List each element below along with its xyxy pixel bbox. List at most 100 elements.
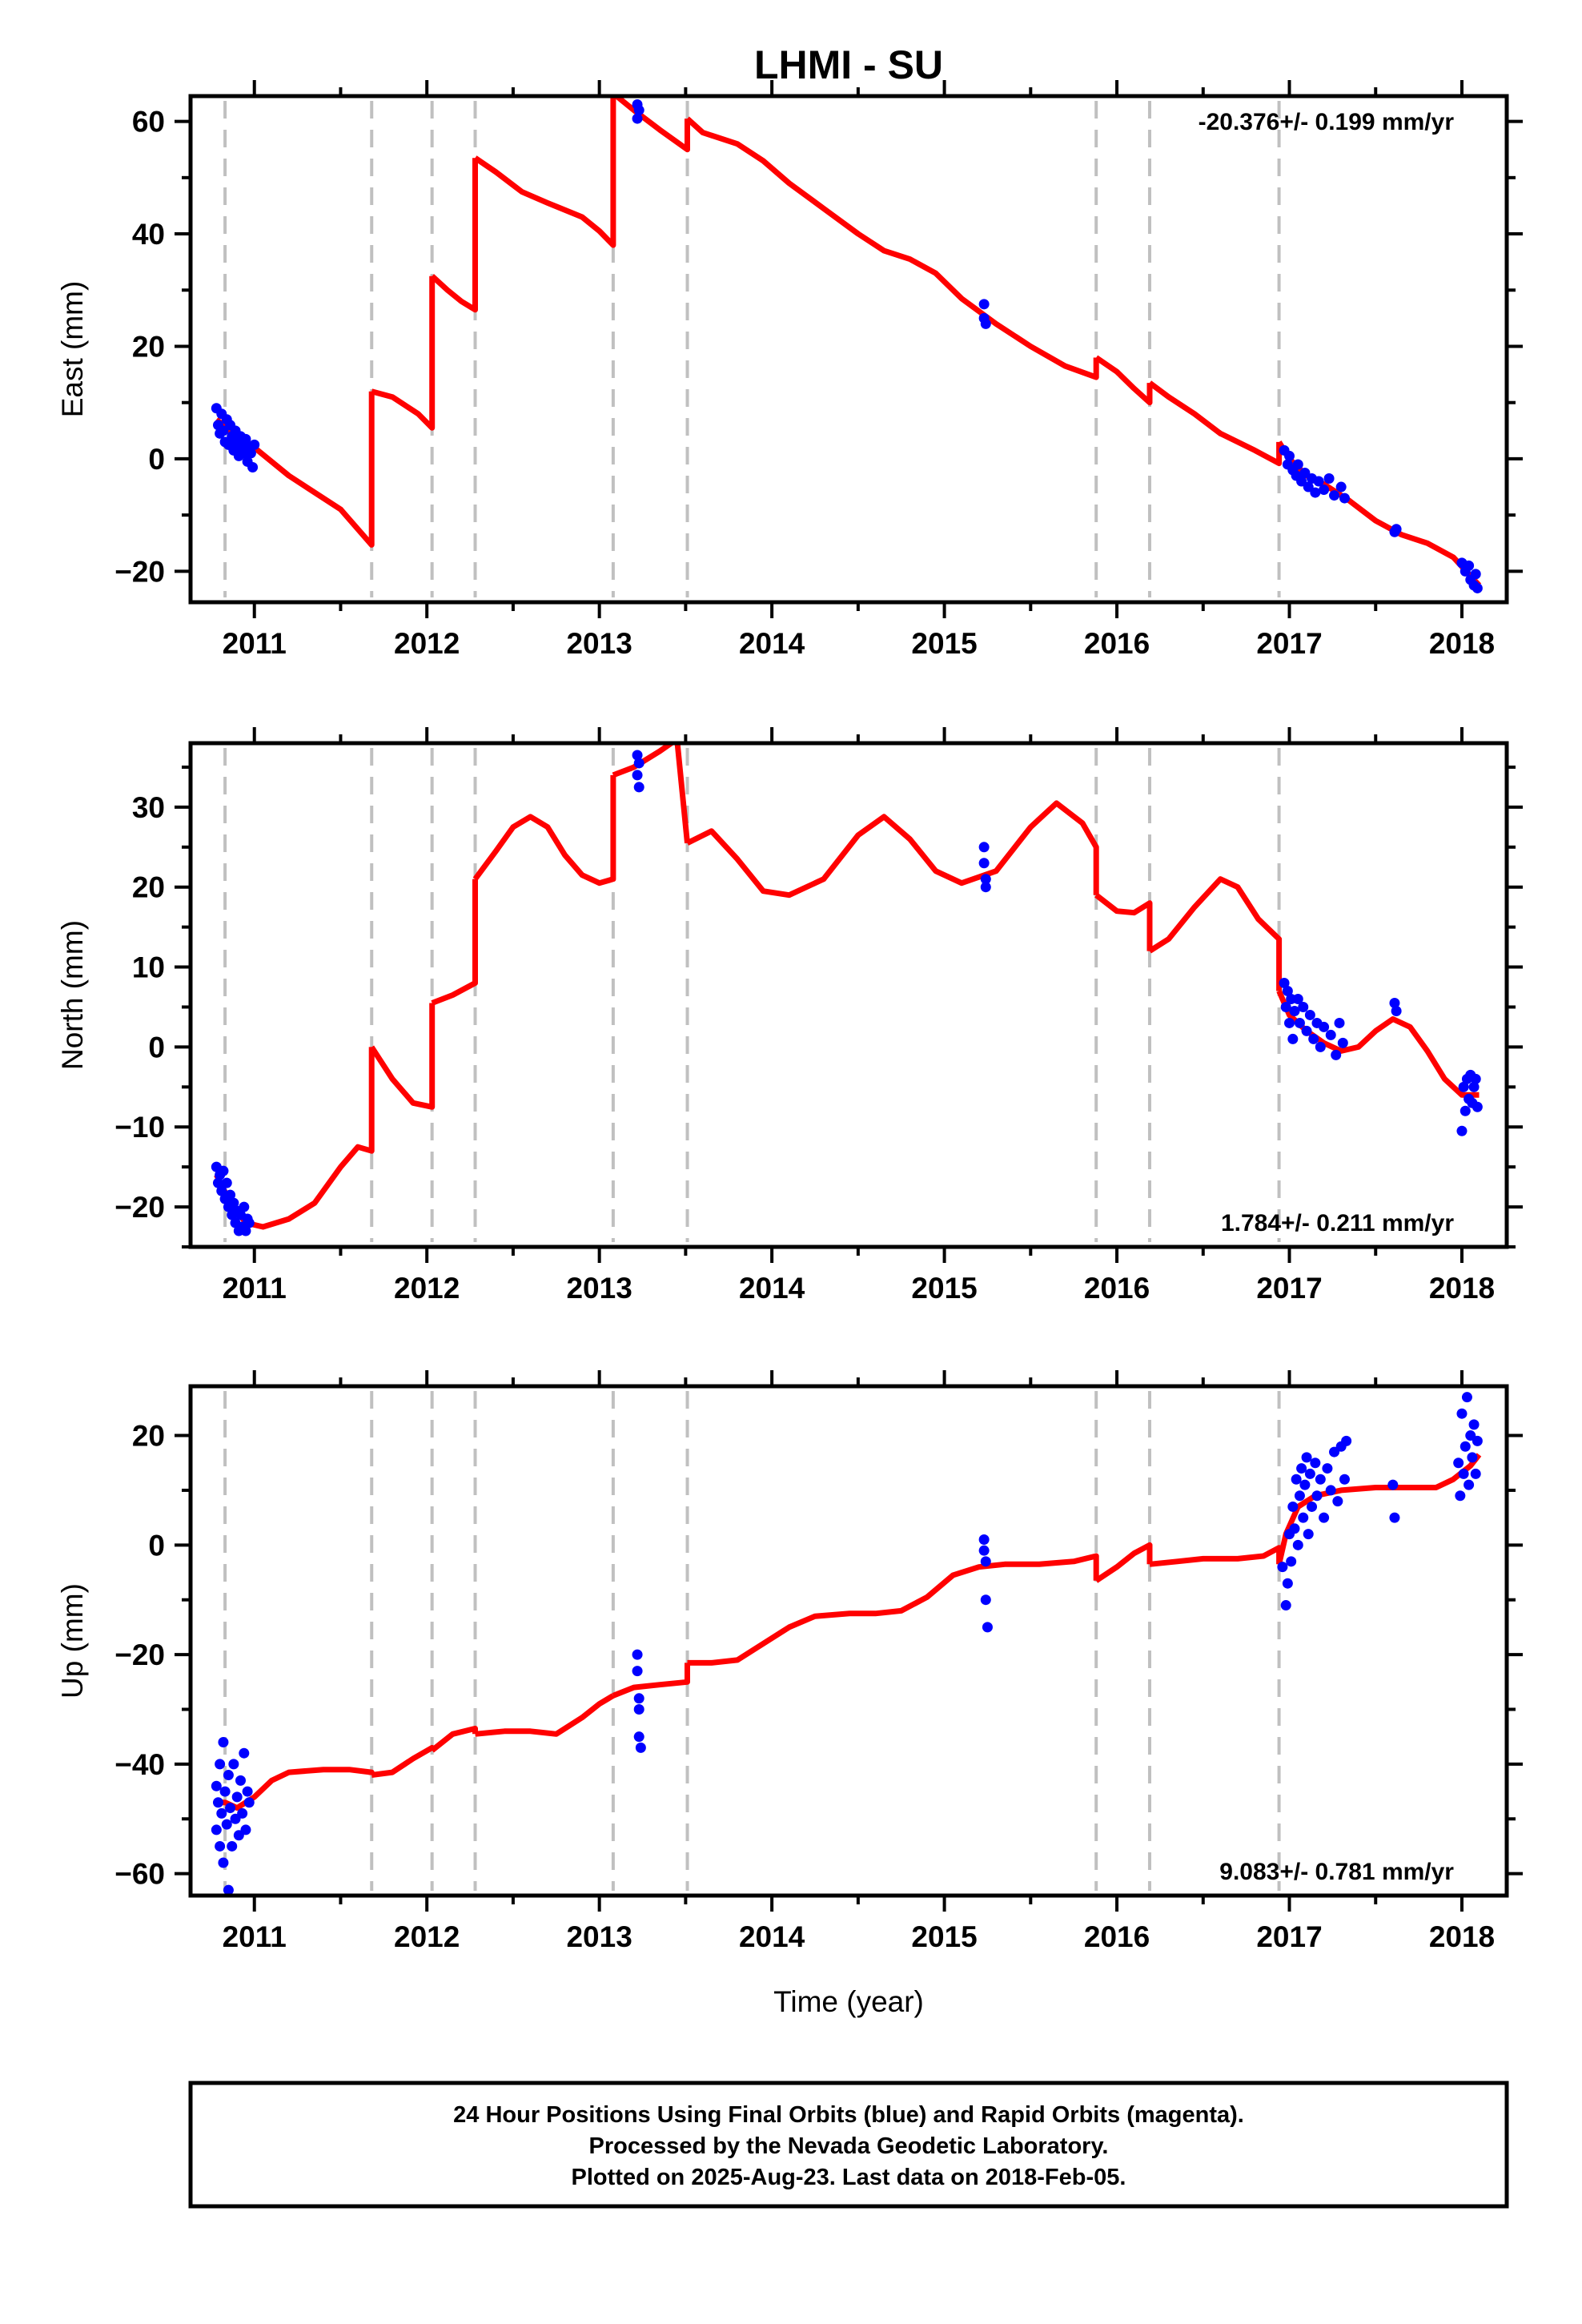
up-data-point-3 (215, 1759, 226, 1770)
up-data-point-50 (1304, 1468, 1315, 1479)
up-data-point-68 (1458, 1468, 1469, 1479)
north-data-point-8 (225, 1189, 236, 1200)
up-data-point-45 (1296, 1463, 1307, 1474)
east-y-tick-label: −20 (114, 555, 165, 588)
north-data-point-1 (212, 1177, 223, 1188)
up-data-point-40 (1287, 1501, 1299, 1512)
east-data-point-41 (1319, 485, 1330, 496)
east-x-tick-label: 2015 (911, 627, 977, 660)
up-data-point-27 (633, 1703, 644, 1715)
east-model-segment-1 (371, 275, 436, 431)
east-y-tick-label: 20 (132, 330, 165, 363)
east-data-point-21 (247, 461, 259, 472)
east-data-point-45 (1339, 493, 1350, 504)
up-data-point-16 (231, 1791, 243, 1803)
up-data-point-44 (1294, 1490, 1305, 1502)
east-x-tick-label: 2017 (1256, 627, 1322, 660)
east-data-point-42 (1323, 473, 1335, 485)
north-data-point-57 (1468, 1081, 1480, 1092)
east-model-segment-8 (1276, 440, 1482, 588)
up-data-point-66 (1455, 1490, 1466, 1502)
up-data-point-39 (1286, 1556, 1297, 1567)
up-panel: 2011 2012 2013 2014 2015 2016 2017 2018 −60 −40 −2… (56, 1370, 1523, 1953)
north-data-point-29 (1280, 1001, 1291, 1012)
up-data-point-59 (1332, 1496, 1343, 1507)
north-data-point-35 (1292, 993, 1303, 1004)
up-data-point-76 (1472, 1435, 1483, 1446)
north-data-point-50 (1456, 1125, 1468, 1136)
up-data-point-70 (1461, 1392, 1472, 1403)
east-data-point-54 (1472, 582, 1483, 593)
up-data-point-55 (1319, 1512, 1330, 1523)
north-plot-area (211, 743, 1483, 1236)
north-data-point-42 (1315, 1041, 1326, 1052)
north-data-point-38 (1301, 1025, 1312, 1036)
east-frame (188, 94, 1509, 605)
east-rate-label: -20.376+/- 0.199 mm/yr (1199, 109, 1455, 135)
east-panel: 2011 2012 2013 2014 2015 2016 2017 2018 −20 0 20 40… (56, 80, 1523, 660)
up-data-point-35 (1277, 1562, 1288, 1573)
north-model-segment-8 (1276, 990, 1480, 1098)
up-data-point-21 (240, 1824, 251, 1835)
north-model-segment-4 (612, 743, 690, 844)
north-data-point-27 (980, 882, 991, 893)
up-rate-label: 9.083+/- 0.781 mm/yr (1219, 1859, 1454, 1885)
up-data-point-2 (212, 1797, 223, 1808)
north-x-tick-label: 2014 (739, 1272, 805, 1305)
up-data-point-49 (1303, 1529, 1314, 1540)
up-y-tick-label: −20 (114, 1638, 165, 1671)
up-data-point-69 (1460, 1441, 1471, 1452)
up-x-tick-label: 2015 (911, 1920, 977, 1953)
up-data-point-56 (1322, 1463, 1333, 1474)
north-data-point-31 (1284, 1017, 1295, 1028)
north-data-point-33 (1287, 1033, 1299, 1044)
up-data-point-65 (1453, 1458, 1464, 1469)
up-x-tick-label: 2013 (566, 1920, 632, 1953)
up-x-tick-label: 2016 (1084, 1920, 1150, 1953)
up-data-point-29 (635, 1742, 646, 1753)
up-data-point-71 (1464, 1479, 1475, 1490)
up-model-segment-1 (371, 1744, 436, 1778)
north-data-point-3 (216, 1185, 227, 1196)
north-data-point-51 (1458, 1081, 1469, 1092)
east-x-tick-label: 2013 (566, 627, 632, 660)
east-x-tick-label: 2011 (223, 627, 287, 660)
up-data-point-0 (211, 1780, 222, 1791)
north-y-axis-label: North (mm) (56, 920, 89, 1070)
north-data-point-4 (218, 1165, 229, 1176)
up-data-point-42 (1291, 1474, 1302, 1485)
east-data-point-25 (633, 105, 644, 116)
north-data-point-6 (221, 1177, 232, 1188)
east-data-point-24 (632, 113, 643, 124)
north-rate-label: 1.784+/- 0.211 mm/yr (1221, 1210, 1454, 1236)
north-data-point-59 (1472, 1101, 1483, 1112)
up-model-segment-6 (1094, 1542, 1153, 1583)
east-data-point-44 (1335, 481, 1347, 493)
chart-title: LHMI - SU (754, 42, 943, 87)
east-data-point-37 (1303, 481, 1314, 493)
up-data-point-14 (228, 1759, 239, 1770)
north-data-point-45 (1331, 1049, 1342, 1060)
north-x-tick-label: 2013 (566, 1272, 632, 1305)
up-data-point-12 (225, 1803, 236, 1814)
east-y-axis-label: East (mm) (56, 281, 89, 418)
north-model-segment-0 (214, 1047, 375, 1230)
north-data-point-43 (1319, 1021, 1330, 1032)
up-data-point-26 (633, 1693, 644, 1704)
up-data-point-30 (978, 1534, 990, 1545)
up-y-tick-label: 0 (148, 1529, 165, 1562)
north-y-tick-label: 30 (132, 791, 165, 824)
up-data-point-73 (1467, 1452, 1478, 1463)
east-model-segment-4 (612, 96, 690, 153)
up-data-point-61 (1339, 1474, 1350, 1485)
north-data-point-26 (980, 874, 991, 885)
east-data-point-39 (1310, 487, 1321, 498)
east-data-point-50 (1464, 560, 1475, 571)
up-data-point-36 (1280, 1600, 1291, 1611)
up-data-point-33 (980, 1594, 991, 1606)
up-x-tick-label: 2014 (739, 1920, 805, 1953)
north-model-segment-2 (431, 879, 478, 1006)
north-data-point-39 (1304, 1009, 1315, 1020)
north-data-point-44 (1325, 1029, 1336, 1040)
